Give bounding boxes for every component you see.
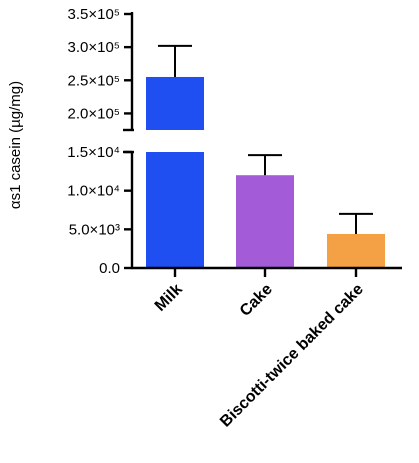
x-tick-label-cake: Cake — [237, 281, 276, 320]
x-tick-label-biscotti-twice-baked-cake: Biscotti-twice baked cake — [217, 281, 367, 431]
bar-milk-lower — [146, 152, 204, 268]
y-tick-label: 0.0 — [99, 260, 120, 277]
y-tick-label: 1.0×10⁴ — [67, 183, 120, 200]
y-axis-title: αs1 casein (µg/mg) — [7, 81, 24, 209]
error-bar-cake — [248, 154, 282, 176]
error-bars-group — [158, 44, 373, 234]
y-tick-label: 3.5×10⁵ — [67, 6, 120, 23]
y-tick-label: 1.5×10⁴ — [67, 144, 120, 161]
y-tick-label: 5.0×10³ — [69, 221, 120, 238]
y-tick-label: 2.5×10⁵ — [67, 72, 120, 89]
y-ticks-group: 0.0 5.0×10³ 1.0×10⁴ 1.5×10⁴ 2.0×10⁵ 2.5×10⁵ 3.… — [67, 6, 132, 277]
y-tick-label: 3.0×10⁵ — [67, 39, 120, 56]
bars-group — [146, 76, 385, 268]
error-bar-milk — [158, 44, 192, 77]
error-bar-biscotti-twice-baked-cake — [339, 212, 373, 234]
bar-biscotti-twice-baked-cake — [327, 233, 385, 268]
bar-cake — [236, 175, 294, 268]
x-tick-label-milk: Milk — [152, 281, 186, 315]
bar-milk-upper — [146, 76, 204, 130]
y-tick-label: 2.0×10⁵ — [67, 105, 120, 122]
